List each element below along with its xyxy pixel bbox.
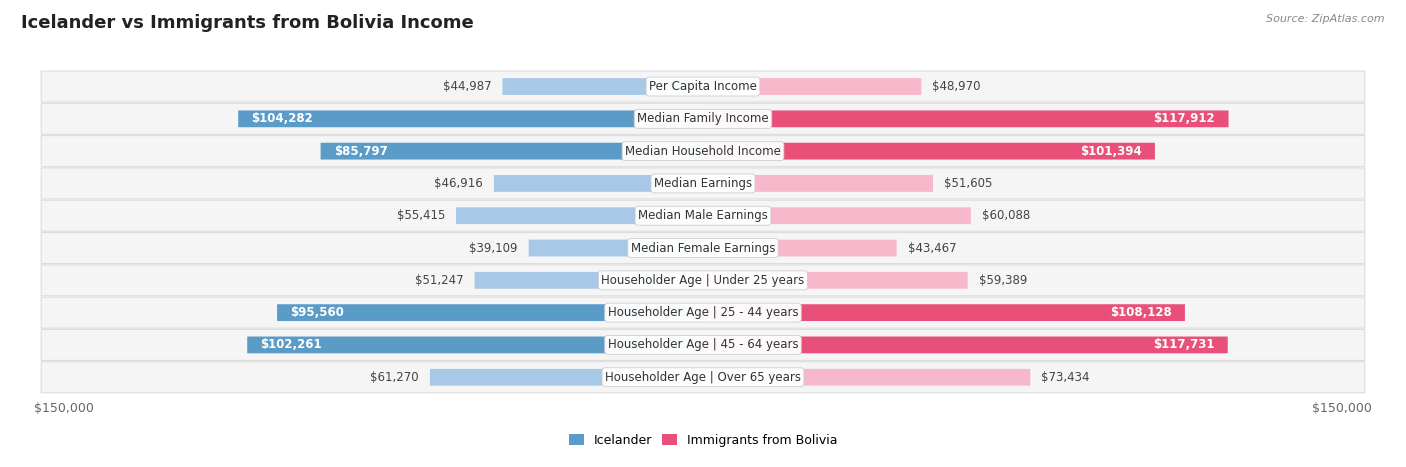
Text: $51,247: $51,247 [415,274,464,287]
Text: Householder Age | 45 - 64 years: Householder Age | 45 - 64 years [607,339,799,352]
Text: $150,000: $150,000 [35,403,94,416]
FancyBboxPatch shape [703,207,970,224]
Text: Householder Age | Under 25 years: Householder Age | Under 25 years [602,274,804,287]
FancyBboxPatch shape [238,111,703,127]
FancyBboxPatch shape [41,265,1365,296]
Text: $102,261: $102,261 [260,339,322,352]
Text: $95,560: $95,560 [291,306,344,319]
Text: Median Female Earnings: Median Female Earnings [631,241,775,255]
FancyBboxPatch shape [41,135,1365,167]
Text: $46,916: $46,916 [434,177,482,190]
Text: $48,970: $48,970 [932,80,981,93]
Text: $51,605: $51,605 [945,177,993,190]
Text: $59,389: $59,389 [979,274,1028,287]
Text: Householder Age | 25 - 44 years: Householder Age | 25 - 44 years [607,306,799,319]
Text: $43,467: $43,467 [908,241,956,255]
Text: Per Capita Income: Per Capita Income [650,80,756,93]
FancyBboxPatch shape [502,78,703,95]
Text: $101,394: $101,394 [1080,145,1142,158]
FancyBboxPatch shape [703,272,967,289]
Text: $60,088: $60,088 [981,209,1031,222]
Text: Median Household Income: Median Household Income [626,145,780,158]
Text: $108,128: $108,128 [1109,306,1171,319]
FancyBboxPatch shape [703,337,1227,354]
FancyBboxPatch shape [41,329,1365,361]
Text: Icelander vs Immigrants from Bolivia Income: Icelander vs Immigrants from Bolivia Inc… [21,14,474,32]
FancyBboxPatch shape [247,337,703,354]
FancyBboxPatch shape [703,175,934,192]
Text: $44,987: $44,987 [443,80,491,93]
Text: $117,731: $117,731 [1153,339,1215,352]
Text: Source: ZipAtlas.com: Source: ZipAtlas.com [1267,14,1385,24]
FancyBboxPatch shape [475,272,703,289]
FancyBboxPatch shape [41,362,1365,393]
FancyBboxPatch shape [277,304,703,321]
FancyBboxPatch shape [703,78,921,95]
Text: $39,109: $39,109 [470,241,517,255]
FancyBboxPatch shape [703,240,897,256]
Text: Median Earnings: Median Earnings [654,177,752,190]
FancyBboxPatch shape [456,207,703,224]
FancyBboxPatch shape [41,200,1365,231]
Text: $55,415: $55,415 [396,209,444,222]
Text: $104,282: $104,282 [252,113,314,125]
Text: $85,797: $85,797 [335,145,388,158]
Text: $117,912: $117,912 [1153,113,1215,125]
Legend: Icelander, Immigrants from Bolivia: Icelander, Immigrants from Bolivia [564,429,842,452]
Text: Median Family Income: Median Family Income [637,113,769,125]
FancyBboxPatch shape [703,111,1229,127]
Text: Median Male Earnings: Median Male Earnings [638,209,768,222]
FancyBboxPatch shape [703,304,1185,321]
FancyBboxPatch shape [41,168,1365,199]
FancyBboxPatch shape [494,175,703,192]
FancyBboxPatch shape [41,297,1365,328]
FancyBboxPatch shape [41,103,1365,134]
FancyBboxPatch shape [430,369,703,386]
FancyBboxPatch shape [41,233,1365,263]
FancyBboxPatch shape [703,143,1154,160]
FancyBboxPatch shape [41,71,1365,102]
FancyBboxPatch shape [321,143,703,160]
Text: Householder Age | Over 65 years: Householder Age | Over 65 years [605,371,801,384]
Text: $61,270: $61,270 [370,371,419,384]
FancyBboxPatch shape [703,369,1031,386]
FancyBboxPatch shape [529,240,703,256]
Text: $150,000: $150,000 [1312,403,1371,416]
Text: $73,434: $73,434 [1042,371,1090,384]
